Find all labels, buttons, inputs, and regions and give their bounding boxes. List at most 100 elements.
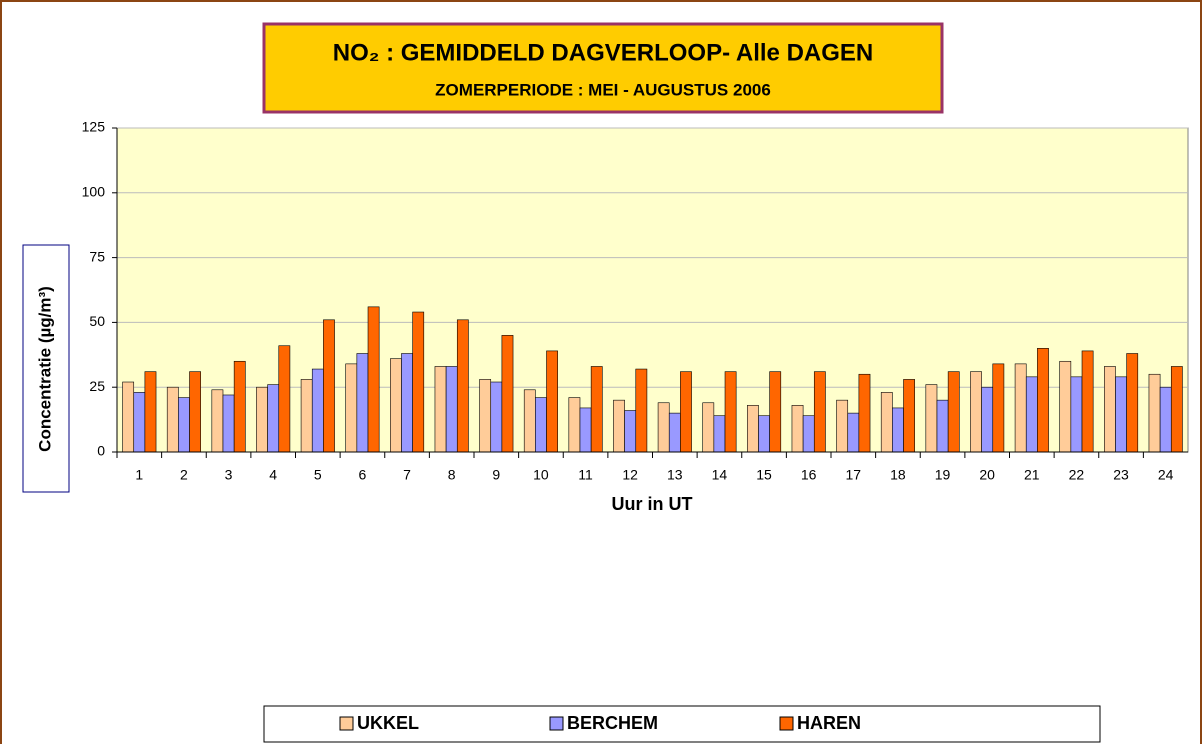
bar: [847, 412, 860, 453]
y-tick-label: 125: [82, 119, 106, 135]
bar: [791, 405, 804, 453]
bar: [724, 371, 737, 453]
bar: [267, 384, 280, 453]
bar: [445, 366, 458, 453]
x-tick-label: 14: [712, 467, 728, 483]
x-tick-label: 21: [1024, 467, 1040, 483]
x-tick-label: 6: [359, 467, 367, 483]
y-axis-label: Concentratie (µg/m³): [35, 286, 54, 452]
bar: [947, 371, 960, 453]
bar: [590, 366, 603, 453]
bar: [579, 407, 592, 453]
bar: [456, 319, 469, 453]
bar: [144, 371, 157, 453]
x-tick-label: 10: [533, 467, 549, 483]
y-tick-label: 25: [89, 378, 105, 394]
bar: [1014, 363, 1027, 453]
bar: [434, 366, 447, 453]
legend-swatch: [779, 716, 794, 731]
bar: [635, 368, 648, 453]
x-tick-label: 11: [578, 467, 593, 483]
x-tick-label: 1: [135, 467, 143, 483]
bar: [680, 371, 692, 453]
bar: [390, 358, 402, 453]
bar: [401, 353, 413, 453]
bar: [1037, 348, 1049, 453]
x-tick-label: 19: [935, 467, 951, 483]
bar: [769, 371, 782, 453]
x-tick-label: 16: [801, 467, 817, 483]
bar: [189, 371, 201, 453]
x-tick-label: 24: [1158, 467, 1174, 483]
chart-title: NO₂ : GEMIDDELD DAGVERLOOP- Alle DAGEN: [333, 39, 873, 66]
bar: [490, 381, 503, 453]
bar: [747, 405, 759, 453]
x-tick-label: 15: [756, 467, 772, 483]
bar: [858, 373, 871, 453]
bar: [345, 363, 358, 453]
x-tick-label: 22: [1069, 467, 1085, 483]
bar: [300, 379, 313, 453]
y-tick-label: 75: [89, 248, 105, 264]
x-tick-label: 2: [180, 467, 188, 483]
x-tick-label: 17: [846, 467, 862, 483]
bar: [479, 379, 492, 453]
bar: [613, 399, 625, 453]
bar: [702, 402, 715, 453]
bar: [1081, 350, 1094, 453]
bar: [903, 379, 915, 453]
x-tick-label: 18: [890, 467, 906, 483]
bar: [1059, 360, 1072, 453]
legend-swatch: [549, 716, 564, 731]
x-tick-label: 12: [622, 467, 638, 483]
x-tick-label: 8: [448, 467, 456, 483]
title-box: [262, 22, 944, 114]
bar: [133, 392, 146, 453]
bar: [233, 360, 246, 453]
bar: [880, 392, 893, 453]
bar: [122, 381, 135, 453]
bar: [936, 399, 949, 453]
bar: [501, 335, 514, 453]
x-tick-label: 9: [492, 467, 500, 483]
x-tick-label: 7: [403, 467, 411, 483]
bar: [892, 407, 904, 453]
bar: [657, 402, 670, 453]
bar: [523, 389, 536, 453]
bar: [166, 386, 179, 453]
bar: [178, 397, 190, 453]
legend-box: [263, 705, 1101, 743]
chart-subtitle: ZOMERPERIODE : MEI - AUGUSTUS 2006: [435, 80, 771, 99]
legend-swatch: [339, 716, 354, 731]
bar: [568, 397, 581, 453]
bar: [1070, 376, 1083, 453]
bar: [1159, 386, 1172, 453]
bar: [546, 350, 558, 453]
bar: [970, 371, 982, 453]
bar: [624, 410, 637, 453]
bar: [802, 415, 815, 453]
y-tick-label: 0: [97, 443, 105, 459]
plot-area: [116, 127, 1189, 453]
bar: [981, 386, 994, 453]
bar: [1170, 366, 1183, 453]
bar: [1025, 376, 1038, 453]
y-tick-label: 100: [82, 184, 106, 200]
bar: [1115, 376, 1127, 453]
bar: [222, 394, 235, 453]
bar: [813, 371, 826, 453]
x-tick-label: 23: [1113, 467, 1129, 483]
bar: [211, 389, 224, 453]
x-tick-label: 20: [979, 467, 995, 483]
bar: [256, 386, 268, 453]
bar: [1104, 366, 1116, 453]
bar: [1148, 373, 1161, 453]
bar: [668, 412, 681, 453]
x-tick-label: 13: [667, 467, 683, 483]
bar: [535, 397, 547, 453]
bar: [412, 311, 425, 453]
x-tick-label: 3: [225, 467, 233, 483]
x-axis-label: Uur in UT: [612, 494, 693, 514]
bar: [992, 363, 1005, 453]
